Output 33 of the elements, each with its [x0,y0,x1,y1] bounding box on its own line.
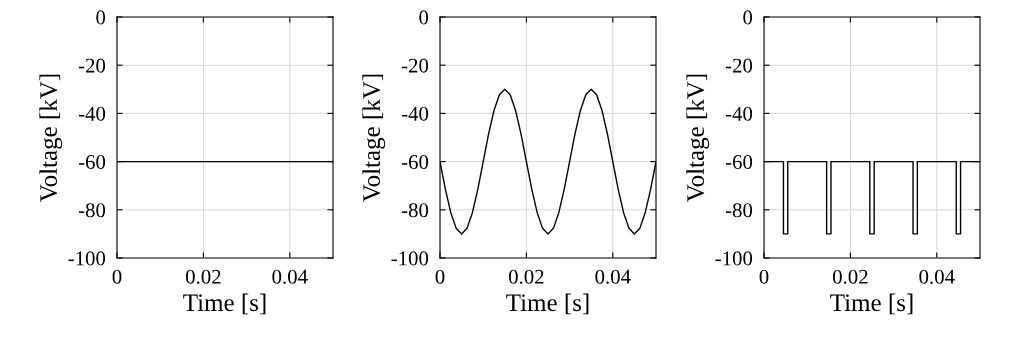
y-tick-label: 0 [743,10,753,25]
y-tick-label: -40 [78,106,106,121]
y-tick-label: -40 [725,106,753,121]
y-axis-title: Voltage [kV] [39,74,63,202]
y-tick-label: -100 [391,251,429,266]
y-tick-label: -20 [725,58,753,73]
y-tick-label: -60 [78,154,106,170]
y-tick-label: 0 [419,10,429,25]
x-axis-title: Time [s] [506,293,589,315]
x-tick-label: 0 [112,269,122,284]
y-tick-label: -40 [401,106,429,121]
y-tick-label: -60 [401,154,429,170]
y-tick-label: -80 [78,203,106,218]
x-tick-label: 0.02 [832,269,868,284]
x-tick-label: 0 [435,269,445,284]
y-tick-label: -20 [78,58,106,73]
x-tick-label: 0.02 [185,269,221,284]
y-tick-label: -80 [401,203,429,218]
x-tick-label: 0.04 [919,269,955,284]
x-axis-title: Time [s] [830,293,913,315]
y-tick-label: 0 [96,10,106,25]
x-tick-label: 0.04 [272,269,308,284]
y-tick-label: -60 [725,154,753,170]
x-tick-label: 0.04 [595,269,631,284]
x-tick-label: 0 [759,269,769,284]
x-tick-label: 0.02 [508,269,544,284]
y-tick-label: -100 [715,251,753,266]
y-axis-title: Voltage [kV] [362,74,386,202]
y-tick-label: -100 [68,251,106,266]
y-axis-title: Voltage [kV] [686,74,710,202]
y-tick-label: -20 [401,58,429,73]
x-axis-title: Time [s] [183,293,266,315]
y-tick-label: -80 [725,203,753,218]
